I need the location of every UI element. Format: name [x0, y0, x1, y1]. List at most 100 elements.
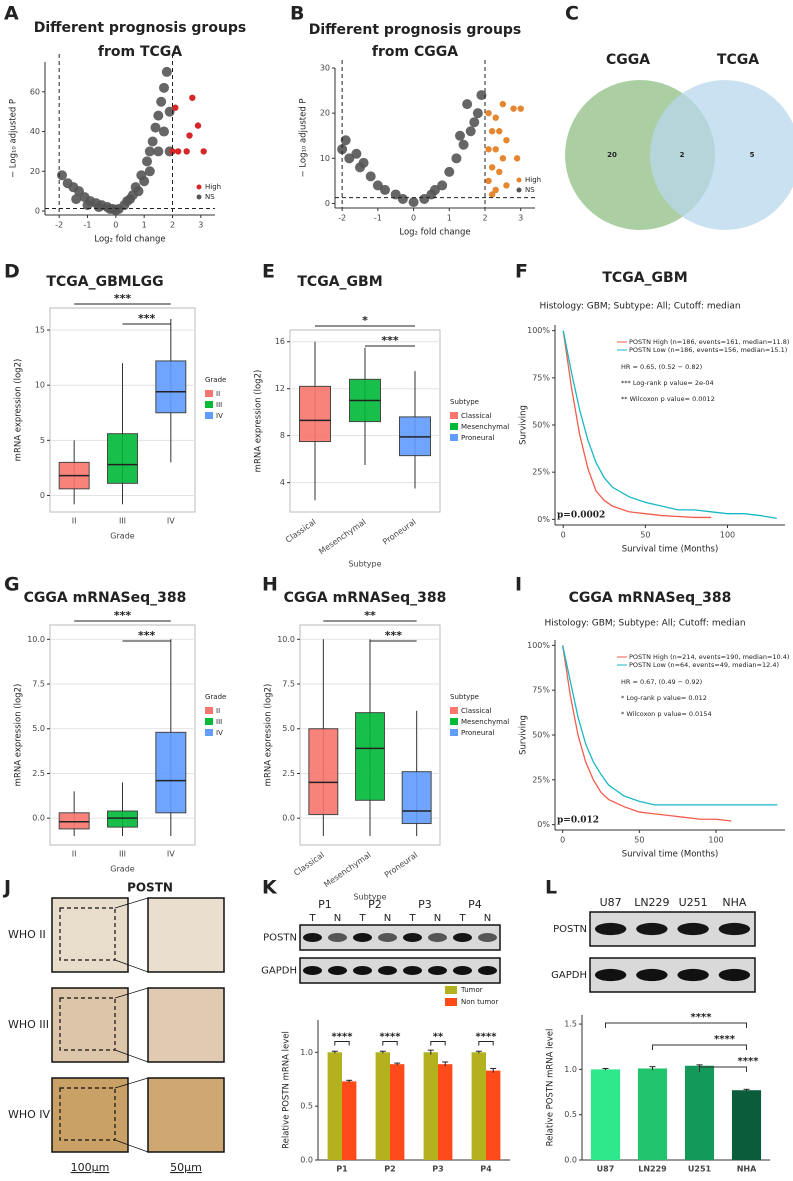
x-axis-label: Log₂ fold change: [399, 228, 470, 238]
blot-band: [353, 966, 372, 975]
significance-label: ****: [714, 1034, 736, 1045]
y-tick-label: 20: [30, 167, 40, 176]
x-tick-label: III: [119, 850, 126, 859]
point-ns: [150, 122, 161, 133]
point-ns: [164, 106, 175, 117]
blot-band: [677, 968, 709, 982]
x-tick-label: NHA: [737, 1165, 757, 1174]
annotation: *** Log-rank p value= 2e-04: [621, 379, 714, 387]
blot-band: [303, 966, 322, 975]
bar: [438, 1064, 453, 1160]
point-high: [169, 148, 176, 155]
point-ns: [455, 130, 465, 141]
point-high: [499, 155, 507, 162]
comparison-bracket: [605, 1022, 747, 1028]
panel-letter: G: [4, 574, 20, 596]
blot-lane-label: T: [408, 913, 416, 924]
y-tick-label: 5.0: [32, 724, 45, 733]
legend-label: NS: [525, 186, 535, 194]
point-ns: [397, 193, 408, 204]
chart-title: TCGA_GBM: [297, 274, 382, 290]
blot-band: [328, 966, 347, 975]
legend-marker: [516, 177, 522, 183]
y-tick-label: 75%: [532, 686, 550, 695]
legend-label: High: [525, 176, 541, 184]
point-high: [200, 148, 207, 155]
box: [299, 385, 331, 443]
point-high: [488, 128, 496, 135]
point-ns: [139, 176, 150, 187]
point-high: [194, 122, 202, 129]
y-tick-label: 0%: [537, 820, 550, 829]
bar: [731, 1090, 762, 1160]
blot-band: [403, 966, 422, 975]
blot-band: [478, 933, 497, 942]
box: [155, 360, 187, 414]
x-tick-label: II: [72, 517, 77, 526]
row-label: WHO III: [8, 1018, 49, 1031]
point-ns: [144, 146, 155, 157]
x-axis-label: Log₂ fold change: [94, 235, 165, 245]
legend-swatch: [450, 718, 458, 725]
survival-curve: [562, 645, 778, 806]
panel-letter: I: [515, 574, 522, 596]
bar: [684, 1065, 715, 1160]
venn-count: 5: [750, 151, 755, 159]
set-label: TCGA: [717, 52, 759, 68]
legend-label: High: [205, 183, 221, 191]
chart-title: TCGA_GBMLGG: [46, 274, 163, 290]
x-tick-label: 2: [170, 221, 175, 230]
blot-band: [428, 966, 447, 975]
significance-label: **: [364, 609, 376, 622]
point-high: [496, 128, 503, 135]
ihc-title: POSTN: [127, 881, 173, 895]
legend-label: POSTN Low (n=186, events=156, median=15.…: [629, 346, 787, 354]
legend-marker: [196, 184, 202, 190]
x-tick-label: U87: [597, 1165, 615, 1174]
panel-letter: C: [565, 3, 579, 25]
point-ns: [469, 117, 480, 128]
scale-label: 100μm: [71, 1161, 110, 1174]
y-tick-label: 0.0: [300, 1156, 313, 1165]
point-ns: [372, 180, 383, 191]
y-tick-label: 0%: [537, 515, 550, 524]
y-tick-label: 5.0: [282, 724, 295, 733]
annotation: HR = 0.67, (0.49 − 0.92): [621, 678, 702, 686]
y-tick-label: 2.5: [32, 769, 45, 778]
y-tick-label: 40: [30, 127, 40, 136]
point-ns: [71, 194, 82, 205]
blot-band: [353, 933, 372, 942]
comparison-bracket: [652, 1044, 747, 1050]
x-axis-label: Subtype: [348, 560, 381, 569]
y-tick-label: 7.5: [282, 680, 295, 689]
x-tick-label: LN229: [638, 1165, 667, 1174]
blot-band: [403, 933, 422, 942]
blot-lane-label: T: [458, 913, 466, 924]
legend-label: IV: [216, 412, 223, 420]
legend-swatch: [450, 412, 458, 419]
blot-lane-label: T: [358, 913, 366, 924]
y-tick-label: 25%: [532, 468, 550, 477]
panel-letter: J: [2, 877, 11, 899]
legend-label: Classical: [461, 412, 491, 420]
y-tick-label: 1.0: [564, 1065, 577, 1074]
x-tick-label: 0: [560, 836, 565, 845]
set-label: CGGA: [606, 52, 650, 68]
point-ns: [142, 156, 152, 167]
y-tick-label: 0.5: [564, 1110, 577, 1119]
blot-band: [718, 922, 751, 936]
subtitle: Histology: GBM; Subtype: All; Cutoff: me…: [544, 619, 745, 629]
comparison-bracket: [334, 1041, 350, 1046]
point-ns: [472, 108, 483, 119]
legend-swatch: [205, 401, 213, 408]
bar: [423, 1052, 438, 1160]
legend-swatch: [450, 423, 458, 430]
point-high: [172, 104, 179, 111]
y-tick-label: 0.0: [564, 1156, 577, 1165]
point-high: [183, 148, 190, 155]
bar: [327, 1052, 342, 1160]
box: [58, 812, 90, 830]
blot-lane-label: N: [384, 913, 391, 924]
y-tick-label: 15: [35, 326, 45, 335]
x-tick-label: 50: [640, 531, 650, 540]
